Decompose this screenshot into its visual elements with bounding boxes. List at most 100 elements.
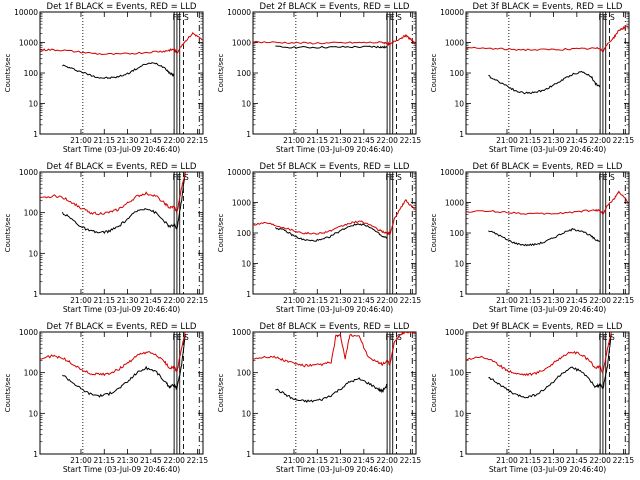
y-tick-label: 100 [237, 229, 252, 238]
events-series-line [488, 70, 601, 95]
x-tick-label: 21:15 [93, 456, 115, 465]
y-tick-label: 1 [246, 450, 251, 459]
x-tick-label: 21:45 [566, 456, 588, 465]
x-axis-label: Start Time (03-Jul-09 20:46:40) [276, 465, 393, 474]
y-axis-label: Counts/sec [430, 214, 438, 253]
y-tick-label: 10 [28, 100, 38, 109]
y-tick-label: 1 [459, 450, 464, 459]
detector-panel: Det 4f BLACK = Events, RED = LLD 1 10 100 10… [4, 162, 208, 314]
plot-frame [465, 11, 630, 135]
x-tick-label: 21:15 [306, 136, 328, 145]
y-tick-label: 10000 [14, 8, 38, 17]
y-tick-label: 10 [454, 100, 464, 109]
panel-title: Det 7f BLACK = Events, RED = LLD [47, 322, 197, 332]
y-tick-label: 1 [246, 290, 251, 299]
x-tick-label: 22:00 [589, 296, 611, 305]
x-tick-label: 21:30 [330, 136, 352, 145]
detector-panel: Det 8f BLACK = Events, RED = LLD 1 10 100 10… [217, 322, 421, 474]
x-tick-label: 22:00 [163, 136, 185, 145]
flag-label: FE S [386, 333, 402, 342]
panel-title: Det 3f BLACK = Events, RED = LLD [473, 2, 623, 12]
x-tick-label: 21:30 [117, 456, 139, 465]
panel-title: Det 1f BLACK = Events, RED = LLD [47, 2, 197, 12]
lld-series-line [466, 190, 629, 216]
y-tick-label: 1000 [445, 39, 464, 48]
y-tick-label: 100 [237, 369, 252, 378]
y-tick-label: 1000 [445, 199, 464, 208]
lld-series-line [466, 332, 612, 377]
flag-label: FE S [173, 13, 189, 22]
lld-series-line [253, 199, 416, 235]
y-axis-label: Counts/sec [4, 54, 12, 93]
panel-title: Det 9f BLACK = Events, RED = LLD [473, 322, 623, 332]
y-tick-label: 10000 [440, 8, 464, 17]
y-tick-label: 1000 [232, 328, 251, 337]
x-tick-label: 21:15 [306, 296, 328, 305]
x-axis-label: Start Time (03-Jul-09 20:46:40) [63, 465, 180, 474]
x-tick-label: 22:00 [376, 136, 398, 145]
detector-panel: Det 3f BLACK = Events, RED = LLD 1 10 100 10… [430, 2, 634, 154]
x-tick-label: 21:00 [283, 136, 305, 145]
y-axis-label: Counts/sec [4, 214, 12, 253]
x-tick-label: 21:45 [140, 456, 162, 465]
y-tick-label: 1000 [19, 39, 38, 48]
flag-label: FE S [386, 13, 402, 22]
x-tick-label: 21:45 [140, 136, 162, 145]
detector-panel: Det 1f BLACK = Events, RED = LLD 1 10 100 10… [4, 2, 208, 154]
panel-title: Det 5f BLACK = Events, RED = LLD [260, 162, 410, 172]
events-series-line [61, 172, 186, 235]
x-tick-label: 22:15 [613, 296, 635, 305]
x-tick-label: 21:30 [117, 136, 139, 145]
y-tick-label: 1000 [232, 39, 251, 48]
plot-frame [465, 171, 630, 295]
y-axis-label: Counts/sec [430, 374, 438, 413]
y-tick-label: 1 [459, 290, 464, 299]
plot-frame [252, 11, 417, 135]
detector-panel: Det 9f BLACK = Events, RED = LLD 1 10 100 10… [430, 322, 634, 474]
flag-label: FE S [173, 173, 189, 182]
x-tick-label: 22:00 [589, 136, 611, 145]
x-tick-label: 21:30 [117, 296, 139, 305]
flag-label: FE S [386, 173, 402, 182]
x-tick-label: 21:00 [70, 456, 92, 465]
events-series-line [488, 227, 601, 247]
x-tick-label: 21:45 [566, 136, 588, 145]
x-tick-label: 21:45 [353, 456, 375, 465]
x-tick-label: 22:15 [400, 296, 422, 305]
x-tick-label: 21:00 [70, 136, 92, 145]
y-tick-label: 10 [241, 409, 251, 418]
lld-series-line [40, 332, 186, 377]
x-axis-label: Start Time (03-Jul-09 20:46:40) [63, 145, 180, 154]
detector-panel: Det 5f BLACK = Events, RED = LLD 1 10 100 10… [217, 162, 421, 314]
x-tick-label: 21:45 [353, 136, 375, 145]
plot-frame [39, 11, 204, 135]
y-tick-label: 10 [28, 409, 38, 418]
x-tick-label: 21:00 [496, 136, 518, 145]
y-tick-label: 1000 [232, 199, 251, 208]
x-tick-label: 21:45 [140, 296, 162, 305]
x-tick-label: 21:15 [519, 296, 541, 305]
plot-frame [39, 331, 204, 455]
events-series-line [488, 333, 612, 399]
y-tick-label: 10 [241, 260, 251, 269]
events-series-line [275, 45, 388, 49]
flag-label: FE S [599, 333, 615, 342]
x-tick-label: 21:00 [496, 456, 518, 465]
x-tick-label: 21:15 [93, 296, 115, 305]
y-tick-label: 100 [450, 369, 465, 378]
x-axis-label: Start Time (03-Jul-09 20:46:40) [489, 145, 606, 154]
y-tick-label: 100 [24, 69, 39, 78]
y-tick-label: 1 [246, 130, 251, 139]
x-tick-label: 21:00 [283, 296, 305, 305]
x-axis-label: Start Time (03-Jul-09 20:46:40) [489, 305, 606, 314]
y-tick-label: 1000 [445, 328, 464, 337]
x-tick-label: 22:00 [589, 456, 611, 465]
detector-panel: Det 6f BLACK = Events, RED = LLD 1 10 100 10… [430, 162, 634, 314]
x-tick-label: 22:15 [400, 136, 422, 145]
y-tick-label: 10000 [440, 168, 464, 177]
x-tick-label: 22:00 [376, 456, 398, 465]
x-axis-label: Start Time (03-Jul-09 20:46:40) [63, 305, 180, 314]
x-tick-label: 21:30 [543, 136, 565, 145]
lld-series-line [40, 31, 203, 56]
